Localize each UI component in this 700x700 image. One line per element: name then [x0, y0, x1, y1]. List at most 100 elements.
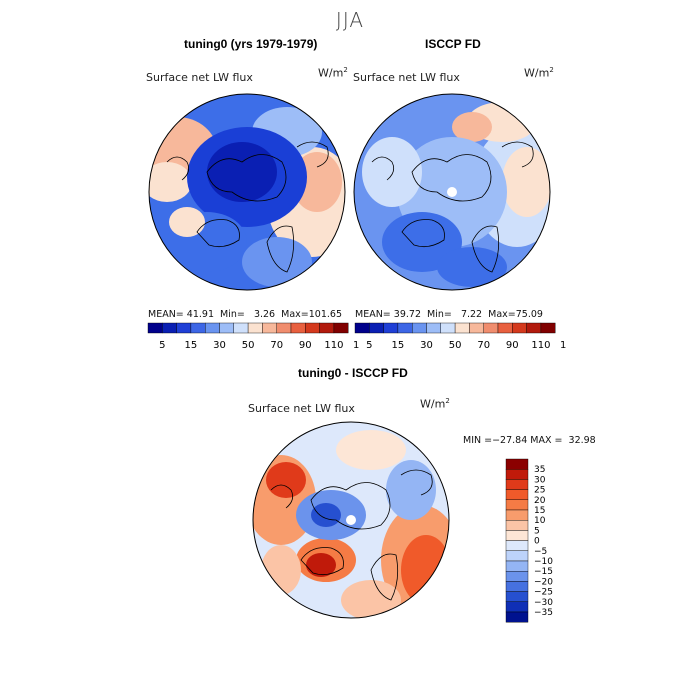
- colorbar-swatch: [354, 322, 370, 334]
- diff-colorbar-label: 30: [534, 475, 546, 485]
- colorbar-tick-label: 5: [159, 340, 165, 351]
- diff-title: tuning0 - ISCCP FD: [298, 366, 408, 380]
- colorbar-swatch: [469, 322, 484, 334]
- panel2-colorbar: 5 15 30 50 70 90 110 130: [354, 322, 567, 351]
- colorbar-tick-label: 50: [449, 340, 462, 351]
- diff-colorbar-label: 10: [534, 516, 546, 526]
- diff-colorbar-swatch: [505, 591, 529, 603]
- diff-colorbar-label: −25: [534, 588, 553, 598]
- diff-variable-label: Surface net LW flux: [248, 402, 355, 415]
- colorbar-swatch: [526, 322, 542, 334]
- panel2-units: W/m2: [524, 66, 554, 80]
- diff-colorbar-label: −35: [534, 608, 553, 618]
- diff-colorbar-swatch: [505, 570, 529, 582]
- colorbar-swatch: [333, 322, 349, 334]
- colorbar-swatch: [319, 322, 335, 334]
- colorbar-swatch: [276, 322, 292, 334]
- colorbar-tick-label: 5: [366, 340, 372, 351]
- colorbar-swatch: [176, 322, 192, 334]
- colorbar-tick-label: 90: [299, 340, 312, 351]
- colorbar-swatch: [483, 322, 499, 334]
- colorbar-swatch: [147, 322, 163, 334]
- diff-colorbar-label: 35: [534, 465, 545, 475]
- diff-colorbar-label: −10: [534, 557, 553, 567]
- diff-colorbar-label: −5: [534, 547, 547, 557]
- panel2-polar-map: [353, 93, 551, 291]
- colorbar-swatch: [219, 322, 235, 334]
- diff-colorbar-swatch: [505, 560, 529, 572]
- colorbar-tick-label: 70: [270, 340, 283, 351]
- colorbar-swatch: [369, 322, 384, 334]
- diff-colorbar-swatch: [505, 509, 529, 521]
- colorbar-tick-label: 110: [324, 340, 343, 351]
- colorbar-swatch: [190, 322, 206, 334]
- diff-colorbar-swatch: [505, 581, 529, 592]
- diff-colorbar-swatch: [505, 468, 529, 480]
- diff-colorbar-label: 15: [534, 506, 545, 516]
- diff-colorbar-boxes: [505, 458, 529, 623]
- season-title: JJA: [335, 8, 365, 32]
- colorbar-swatch: [383, 322, 399, 334]
- colorbar-tick-label: 15: [392, 340, 405, 351]
- colorbar-tick-label: 90: [506, 340, 519, 351]
- panel1-units: W/m2: [318, 66, 348, 80]
- diff-colorbar-label: 5: [534, 526, 540, 536]
- diff-polar-map: [252, 421, 450, 619]
- colorbar-swatch: [247, 322, 263, 334]
- panel1-colorbar: 5 15 30 50 70 90 110 130: [147, 322, 360, 351]
- colorbar-swatch: [290, 322, 306, 334]
- diff-colorbar-label: 0: [534, 537, 540, 547]
- colorbar-swatch: [262, 322, 277, 334]
- panel2-title: ISCCP FD: [425, 37, 481, 51]
- diff-colorbar-swatch: [505, 479, 529, 490]
- colorbar-swatch: [204, 322, 220, 334]
- colorbar-swatch: [426, 322, 442, 334]
- panel1-colorbar-boxes: [147, 322, 349, 334]
- colorbar-swatch: [512, 322, 527, 334]
- panel2-stats: MEAN= 39.72 Min= 7.22 Max=75.09: [355, 309, 543, 320]
- diff-colorbar-swatch: [505, 499, 529, 511]
- colorbar-swatch: [397, 322, 413, 334]
- diff-units: W/m2: [420, 397, 450, 411]
- panel2-colorbar-labels: 5 15 30 50 70 90 110 130: [366, 340, 567, 351]
- diff-colorbar-swatch: [505, 489, 529, 500]
- colorbar-swatch: [540, 322, 556, 334]
- panel1-stats: MEAN= 41.91 Min= 3.26 Max=101.65: [148, 309, 342, 320]
- diff-colorbar-label: 25: [534, 486, 545, 496]
- panel1-title: tuning0 (yrs 1979-1979): [184, 37, 318, 51]
- colorbar-swatch: [411, 322, 427, 334]
- panel2-variable-label: Surface net LW flux: [353, 71, 460, 84]
- diff-colorbar-label: 20: [534, 496, 546, 506]
- colorbar-tick-label: 70: [477, 340, 490, 351]
- diff-colorbar-label: −15: [534, 567, 553, 577]
- diff-colorbar-label: −20: [534, 577, 553, 587]
- colorbar-tick-label: 30: [420, 340, 433, 351]
- colorbar-tick-label: 130: [353, 340, 360, 351]
- colorbar-swatch: [305, 322, 320, 334]
- colorbar-swatch: [440, 322, 456, 334]
- diff-colorbar-swatch: [505, 550, 529, 562]
- panel1-colorbar-labels: 5 15 30 50 70 90 110 130: [159, 340, 360, 351]
- diff-min-max: MIN =−27.84 MAX = 32.98: [463, 435, 596, 446]
- colorbar-swatch: [162, 322, 177, 334]
- colorbar-tick-label: 30: [213, 340, 226, 351]
- diff-colorbar-label: −30: [534, 598, 553, 608]
- colorbar-tick-label: 15: [185, 340, 198, 351]
- panel2-colorbar-boxes: [354, 322, 556, 334]
- diff-colorbar-swatch: [505, 540, 529, 551]
- colorbar-swatch: [233, 322, 249, 334]
- colorbar-tick-label: 130: [560, 340, 567, 351]
- panel1-polar-map: [148, 93, 346, 291]
- diff-colorbar-swatch: [505, 611, 529, 623]
- panel1-variable-label: Surface net LW flux: [146, 71, 253, 84]
- colorbar-swatch: [454, 322, 470, 334]
- diff-colorbar-swatch: [505, 601, 529, 613]
- diff-colorbar-swatch: [505, 519, 529, 531]
- diff-colorbar-swatch: [505, 530, 529, 541]
- diff-colorbar-swatch: [505, 458, 529, 470]
- colorbar-swatch: [497, 322, 513, 334]
- colorbar-tick-label: 50: [242, 340, 255, 351]
- colorbar-tick-label: 110: [531, 340, 550, 351]
